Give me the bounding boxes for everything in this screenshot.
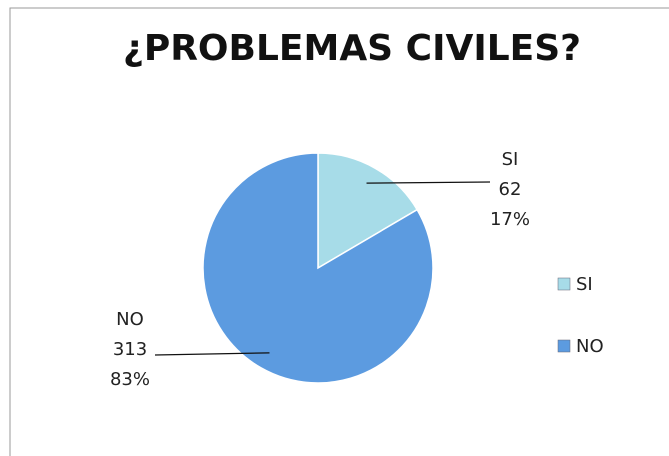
legend-label: NO <box>576 336 604 357</box>
data-label-value: 313 <box>113 339 147 360</box>
leader-line <box>154 352 270 356</box>
data-label-name: NO <box>116 309 144 330</box>
data-label-percent: 17% <box>490 209 530 230</box>
legend-swatch <box>557 277 571 291</box>
data-label-name: SI <box>502 149 519 170</box>
data-label-value: 62 <box>499 179 522 200</box>
chart-title: ¿PROBLEMAS CIVILES? <box>123 28 581 69</box>
legend-swatch <box>557 339 571 353</box>
legend-label: SI <box>576 274 593 295</box>
leader-line <box>366 181 491 184</box>
data-label-percent: 83% <box>110 369 150 390</box>
pie-slice <box>202 152 434 384</box>
pie-slice <box>317 152 419 270</box>
